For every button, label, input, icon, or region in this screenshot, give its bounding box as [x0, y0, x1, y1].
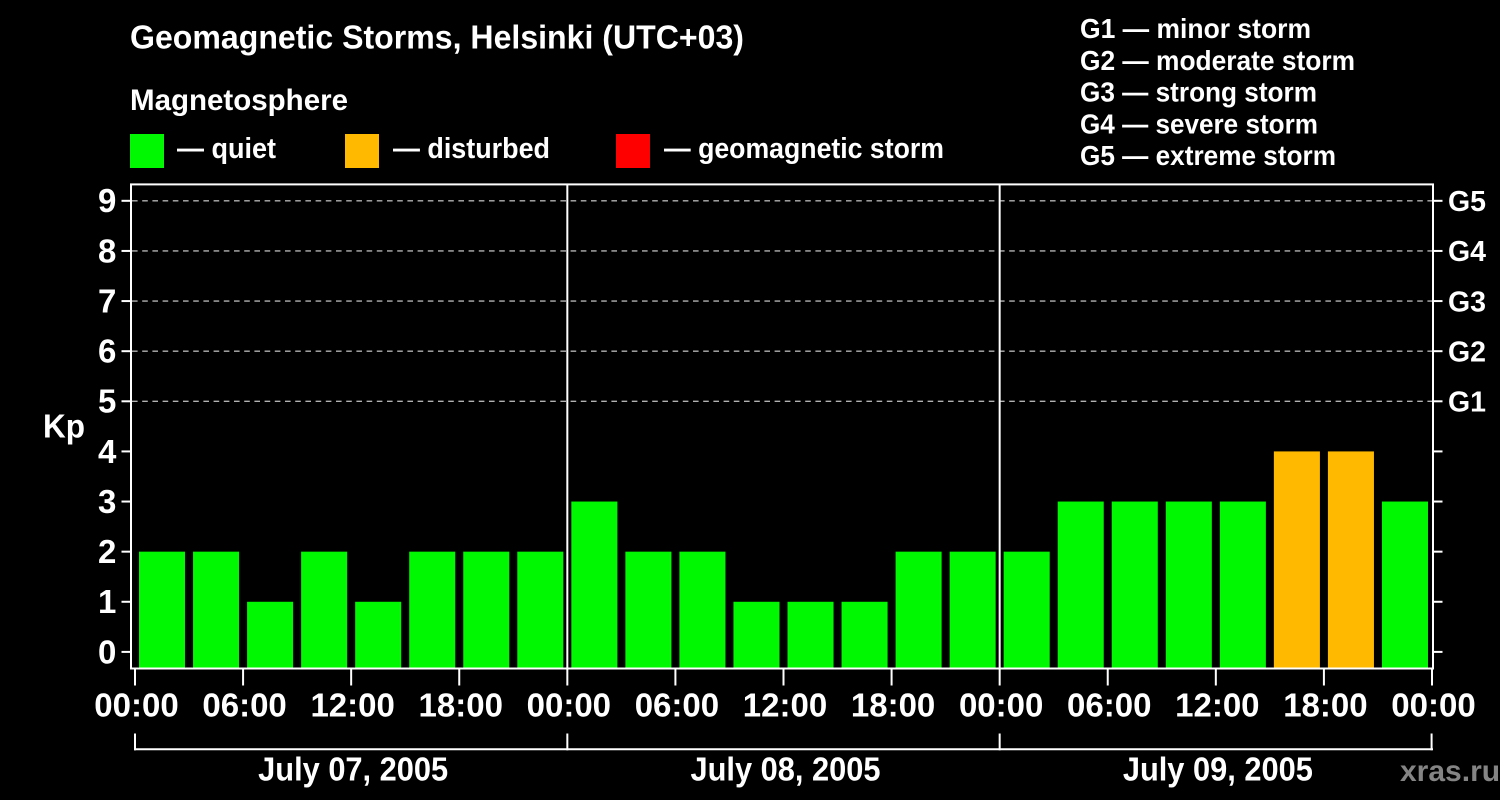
- svg-text:July 09, 2005: July 09, 2005: [1123, 751, 1313, 788]
- svg-text:3: 3: [98, 483, 116, 520]
- svg-text:9: 9: [98, 182, 116, 219]
- svg-text:G1 — minor storm: G1 — minor storm: [1080, 13, 1311, 44]
- svg-text:0: 0: [98, 633, 116, 670]
- svg-text:00:00: 00:00: [94, 687, 178, 724]
- svg-text:July 08, 2005: July 08, 2005: [690, 751, 880, 788]
- svg-text:5: 5: [98, 383, 116, 420]
- svg-text:G3 — strong storm: G3 — strong storm: [1080, 77, 1317, 108]
- svg-text:1: 1: [98, 583, 116, 620]
- svg-text:Kp: Kp: [43, 408, 85, 445]
- svg-text:Geomagnetic Storms, Helsinki (: Geomagnetic Storms, Helsinki (UTC+03): [130, 19, 744, 56]
- svg-text:G2: G2: [1448, 336, 1486, 368]
- svg-text:06:00: 06:00: [1067, 687, 1151, 724]
- svg-text:July 07, 2005: July 07, 2005: [258, 751, 448, 788]
- svg-text:00:00: 00:00: [527, 687, 611, 724]
- svg-text:— disturbed: — disturbed: [393, 133, 550, 165]
- svg-text:7: 7: [98, 282, 116, 319]
- svg-text:12:00: 12:00: [1175, 687, 1259, 724]
- svg-text:xras.ru: xras.ru: [1400, 755, 1500, 788]
- svg-text:12:00: 12:00: [310, 687, 394, 724]
- svg-text:2: 2: [98, 533, 116, 570]
- svg-text:G5 — extreme storm: G5 — extreme storm: [1080, 140, 1336, 171]
- svg-text:18:00: 18:00: [851, 687, 935, 724]
- svg-text:G4: G4: [1448, 236, 1486, 268]
- svg-text:G3: G3: [1448, 286, 1486, 318]
- svg-text:06:00: 06:00: [635, 687, 719, 724]
- svg-text:00:00: 00:00: [959, 687, 1043, 724]
- svg-text:18:00: 18:00: [419, 687, 503, 724]
- svg-text:6: 6: [98, 333, 116, 370]
- svg-text:G4 — severe storm: G4 — severe storm: [1080, 108, 1318, 139]
- svg-text:06:00: 06:00: [202, 687, 286, 724]
- svg-text:G5: G5: [1448, 186, 1486, 218]
- svg-text:— quiet: — quiet: [177, 133, 276, 165]
- svg-text:G1: G1: [1448, 387, 1486, 419]
- svg-text:00:00: 00:00: [1391, 687, 1475, 724]
- svg-text:Magnetosphere: Magnetosphere: [130, 84, 348, 117]
- svg-text:12:00: 12:00: [743, 687, 827, 724]
- svg-text:4: 4: [98, 433, 117, 470]
- svg-text:18:00: 18:00: [1283, 687, 1367, 724]
- svg-text:G2 — moderate storm: G2 — moderate storm: [1080, 45, 1355, 76]
- svg-text:— geomagnetic storm: — geomagnetic storm: [664, 133, 944, 165]
- svg-text:8: 8: [98, 232, 116, 269]
